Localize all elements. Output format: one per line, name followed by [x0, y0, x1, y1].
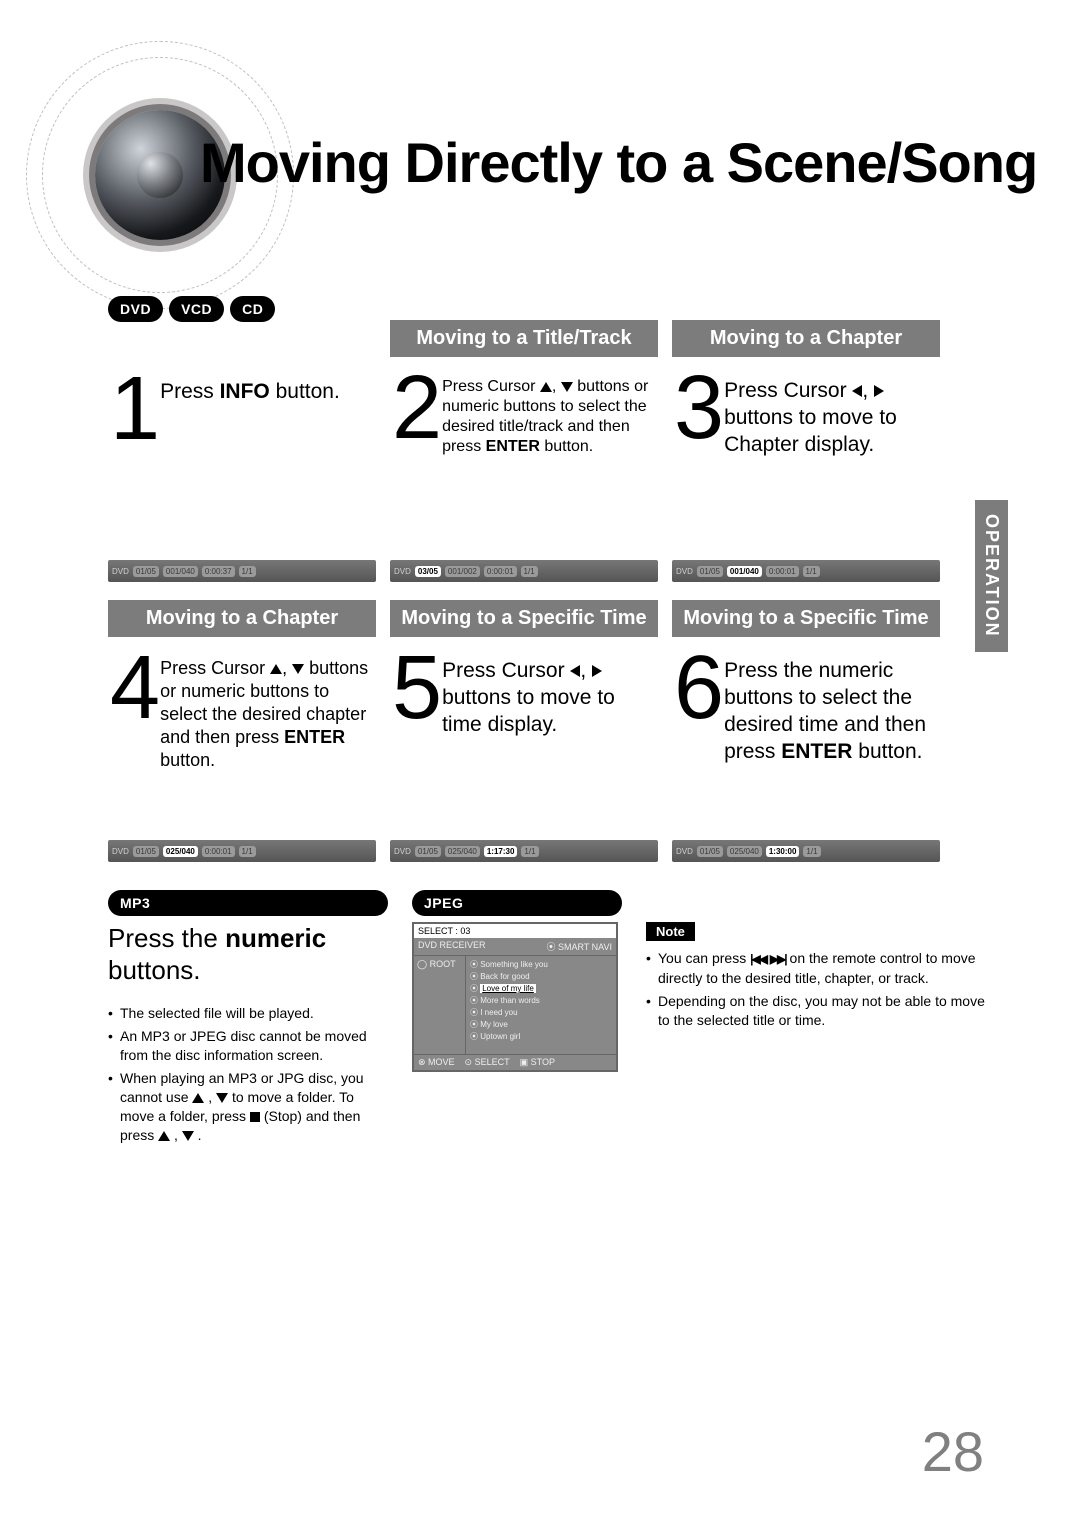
page-title: Moving Directly to a Scene/Song	[200, 130, 1037, 195]
disc-badges-top: DVDVCDCD	[108, 296, 275, 322]
step-heading: Moving to a Specific Time	[390, 600, 658, 637]
status-bar: DVD01/05025/0401:17:301/1	[390, 840, 658, 862]
step: Moving to a Specific Time 6Press the nume…	[672, 600, 940, 862]
track-item: ⦿ Back for good	[470, 971, 612, 982]
note-badge: Note	[646, 922, 695, 941]
bullet: When playing an MP3 or JPG disc, you can…	[108, 1069, 388, 1145]
track-item: ⦿ My love	[470, 1019, 612, 1030]
step-text: Press the numeric buttons to select the …	[724, 651, 934, 765]
steps-grid: 1Press INFO button. DVD01/05001/0400:00:3…	[108, 320, 940, 862]
mp3-heading: Press the numeric buttons.	[108, 922, 388, 986]
step-number: 4	[110, 651, 156, 725]
step-heading: Moving to a Specific Time	[672, 600, 940, 637]
step: Moving to a Chapter 4Press Cursor , butto…	[108, 600, 376, 862]
step-number: 6	[674, 651, 720, 725]
status-bar: DVD01/05001/0400:00:011/1	[672, 560, 940, 582]
status-bar: DVD03/05001/0020:00:011/1	[390, 560, 658, 582]
menu-foot-item: ⊙ SELECT	[465, 1057, 510, 1068]
step-heading: Moving to a Chapter	[108, 600, 376, 637]
step: Moving to a Specific Time 5Press Cursor ,…	[390, 600, 658, 862]
file-menu-mock: SELECT : 03 DVD RECEIVER ⦿ SMART NAVI ◯ …	[412, 922, 622, 1149]
bottom-section: Press the numeric buttons. The selected …	[108, 922, 990, 1149]
track-item: ⦿ I need you	[470, 1007, 612, 1018]
step-number: 2	[392, 371, 438, 445]
menu-select: SELECT : 03	[414, 924, 616, 938]
step-text: Press Cursor , buttons to move to time d…	[442, 651, 652, 738]
note-section: Note You can press |◀◀ ▶▶| on the remote…	[646, 922, 990, 1149]
track-item: ⦿ Something like you	[470, 959, 612, 970]
menu-foot-item: ⊗ MOVE	[418, 1057, 455, 1068]
mp3-bullets: The selected file will be played. An MP3 …	[108, 1004, 388, 1145]
status-bar: DVD01/05025/0401:30:001/1	[672, 840, 940, 862]
menu-header-right: ⦿ SMART NAVI	[546, 940, 612, 953]
bullet: An MP3 or JPEG disc cannot be moved from…	[108, 1027, 388, 1065]
disc-badge: MP3	[108, 890, 388, 916]
step-heading: Moving to a Chapter	[672, 320, 940, 357]
note-item: You can press |◀◀ ▶▶| on the remote cont…	[646, 949, 990, 988]
note-items: You can press |◀◀ ▶▶| on the remote cont…	[646, 949, 990, 1030]
menu-tracks: ⦿ Something like you⦿ Back for good⦿ Lov…	[466, 956, 616, 1054]
note-item: Depending on the disc, you may not be ab…	[646, 992, 990, 1030]
track-item: ⦿ Uptown girl	[470, 1031, 612, 1042]
menu-footer: ⊗ MOVE ⊙ SELECT ▣ STOP	[414, 1054, 616, 1070]
disc-badge: VCD	[169, 296, 224, 322]
track-item: ⦿ Love of my life	[470, 983, 612, 994]
disc-badge: JPEG	[412, 890, 622, 916]
track-item: ⦿ More than words	[470, 995, 612, 1006]
step-heading: Moving to a Title/Track	[390, 320, 658, 357]
section-tab: OPERATION	[975, 500, 1008, 652]
step-text: Press Cursor , buttons to move to Chapte…	[724, 371, 934, 458]
step-number: 5	[392, 651, 438, 725]
disc-badge: CD	[230, 296, 275, 322]
bullet: The selected file will be played.	[108, 1004, 388, 1023]
step-number: 3	[674, 371, 720, 445]
status-bar: DVD01/05001/0400:00:371/1	[108, 560, 376, 582]
disc-badges-bottom: MP3 JPEG	[108, 890, 990, 916]
mp3-instructions: Press the numeric buttons. The selected …	[108, 922, 388, 1149]
step: Moving to a Chapter 3Press Cursor , butto…	[672, 320, 940, 582]
step: Moving to a Title/Track 2Press Cursor , b…	[390, 320, 658, 582]
status-bar: DVD01/05025/0400:00:011/1	[108, 840, 376, 862]
menu-root: ◯ ROOT	[414, 956, 466, 1054]
menu-header-left: DVD RECEIVER	[418, 940, 486, 953]
step-number: 1	[110, 372, 156, 446]
step-text: Press Cursor , buttons or numeric button…	[160, 651, 370, 772]
disc-badge: DVD	[108, 296, 163, 322]
menu-foot-item: ▣ STOP	[520, 1057, 555, 1068]
page-number: 28	[922, 1419, 984, 1484]
step: 1Press INFO button. DVD01/05001/0400:00:3…	[108, 320, 376, 582]
step-heading	[108, 320, 376, 358]
step-text: Press INFO button.	[160, 372, 340, 405]
step-text: Press Cursor , buttons or numeric button…	[442, 371, 652, 457]
